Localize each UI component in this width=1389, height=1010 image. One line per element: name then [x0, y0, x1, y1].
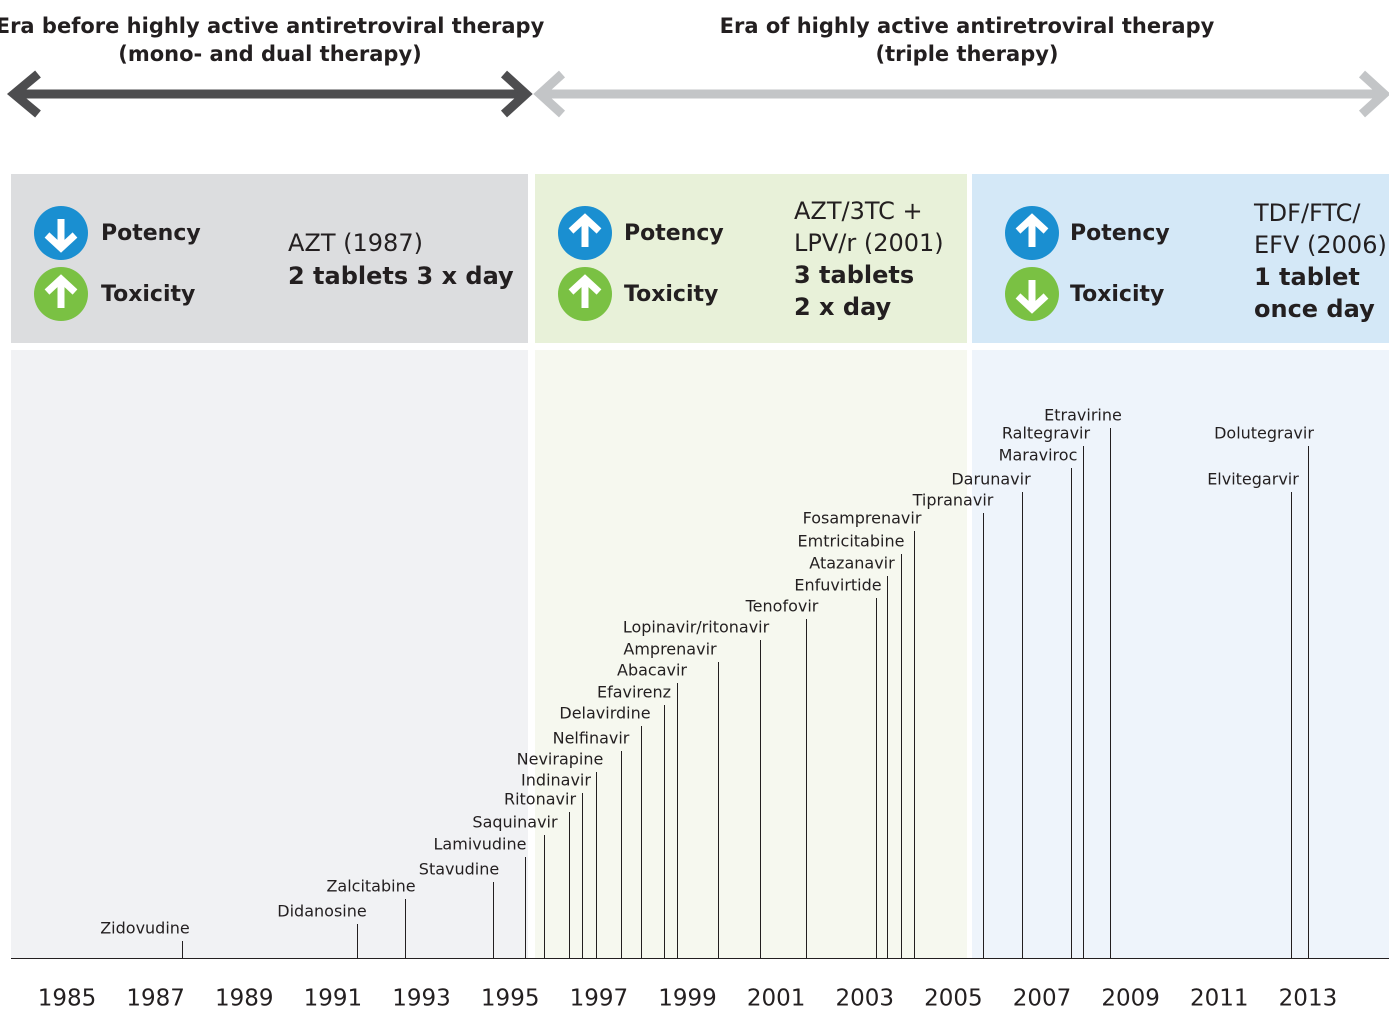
drug-label: Raltegravir [1002, 424, 1091, 443]
era-bg [11, 350, 528, 958]
icon-arrow [44, 274, 78, 295]
drug-label: Delavirdine [559, 704, 650, 723]
panel-bg [11, 174, 528, 343]
trend-icon [34, 267, 88, 321]
trend-icon [1005, 206, 1059, 260]
icon-arrow [1015, 213, 1049, 234]
drug-label: Nevirapine [517, 750, 604, 769]
icon-arrow [568, 213, 602, 234]
drug-label: Etravirine [1044, 406, 1122, 425]
toxicity-label: Toxicity [101, 282, 195, 307]
regimen: TDF/FTC/ [1253, 199, 1361, 227]
year-label: 1993 [392, 986, 451, 1010]
drug-label: Lopinavir/ritonavir [623, 618, 770, 637]
year-label: 2009 [1101, 986, 1160, 1010]
drug-label: Ritonavir [504, 790, 576, 809]
year-label: 1987 [126, 986, 185, 1010]
era-title: Era of highly active antiretroviral ther… [720, 14, 1215, 38]
dosing: 3 tablets [794, 261, 914, 289]
icon-arrow [44, 232, 78, 253]
year-label: 1991 [304, 986, 363, 1010]
era-subtitle: (triple therapy) [875, 42, 1058, 66]
drug-label: Tipranavir [912, 491, 994, 510]
year-label: 1989 [215, 986, 274, 1010]
trend-icon [558, 206, 612, 260]
potency-label: Potency [624, 221, 724, 246]
drug-label: Maraviroc [999, 446, 1078, 465]
era-subtitle: (mono- and dual therapy) [118, 42, 422, 66]
drug-label: Efavirenz [597, 683, 671, 702]
trend-icon [558, 267, 612, 321]
year-label: 1997 [570, 986, 629, 1010]
year-label: 1985 [38, 986, 97, 1010]
drug-label: Indinavir [521, 771, 591, 790]
year-label: 2013 [1279, 986, 1338, 1010]
drug-label: Saquinavir [472, 813, 558, 832]
dosing: 2 tablets 3 x day [288, 262, 514, 290]
drug-label: Abacavir [617, 661, 687, 680]
year-label: 1999 [658, 986, 717, 1010]
drug-label: Amprenavir [623, 640, 717, 659]
panel-bg [535, 174, 967, 343]
drug-label: Lamivudine [434, 835, 527, 854]
era-bg [972, 350, 1389, 958]
drug-label: Tenofovir [745, 597, 819, 616]
trend-icon [1005, 267, 1059, 321]
year-label: 2007 [1013, 986, 1072, 1010]
toxicity-label: Toxicity [1070, 282, 1164, 307]
era-arrow [6, 70, 1389, 118]
dosing: 2 x day [794, 293, 892, 321]
drug-label: Emtricitabine [798, 532, 905, 551]
drug-label: Zidovudine [100, 919, 190, 938]
dosing: once day [1254, 295, 1375, 323]
icon-arrow [568, 274, 602, 295]
drug-label: Dolutegravir [1214, 424, 1314, 443]
drug-label: Nelfinavir [553, 729, 630, 748]
regimen: AZT/3TC + [794, 197, 923, 225]
drug-label: Zalcitabine [326, 877, 415, 896]
trend-icon [34, 206, 88, 260]
drug-label: Atazanavir [809, 554, 895, 573]
potency-label: Potency [1070, 221, 1170, 246]
toxicity-label: Toxicity [624, 282, 718, 307]
dosing: 1 tablet [1254, 263, 1360, 291]
year-label: 2003 [835, 986, 894, 1010]
regimen: EFV (2006) [1254, 231, 1387, 259]
drug-label: Stavudine [419, 860, 499, 879]
drug-label: Elvitegarvir [1207, 470, 1299, 489]
drug-label: Darunavir [951, 470, 1031, 489]
era-title: Era before highly active antiretroviral … [0, 14, 545, 38]
potency-label: Potency [101, 221, 201, 246]
year-label: 1995 [481, 986, 540, 1010]
year-label: 2011 [1190, 986, 1249, 1010]
drug-label: Didanosine [277, 902, 366, 921]
regimen: AZT (1987) [288, 229, 423, 257]
era-bg [535, 350, 967, 958]
year-label: 2001 [747, 986, 806, 1010]
year-label: 2005 [924, 986, 983, 1010]
regimen: LPV/r (2001) [794, 229, 944, 257]
icon-arrow [1015, 293, 1049, 314]
drug-label: Enfuvirtide [794, 576, 881, 595]
drug-label: Fosamprenavir [803, 509, 922, 528]
